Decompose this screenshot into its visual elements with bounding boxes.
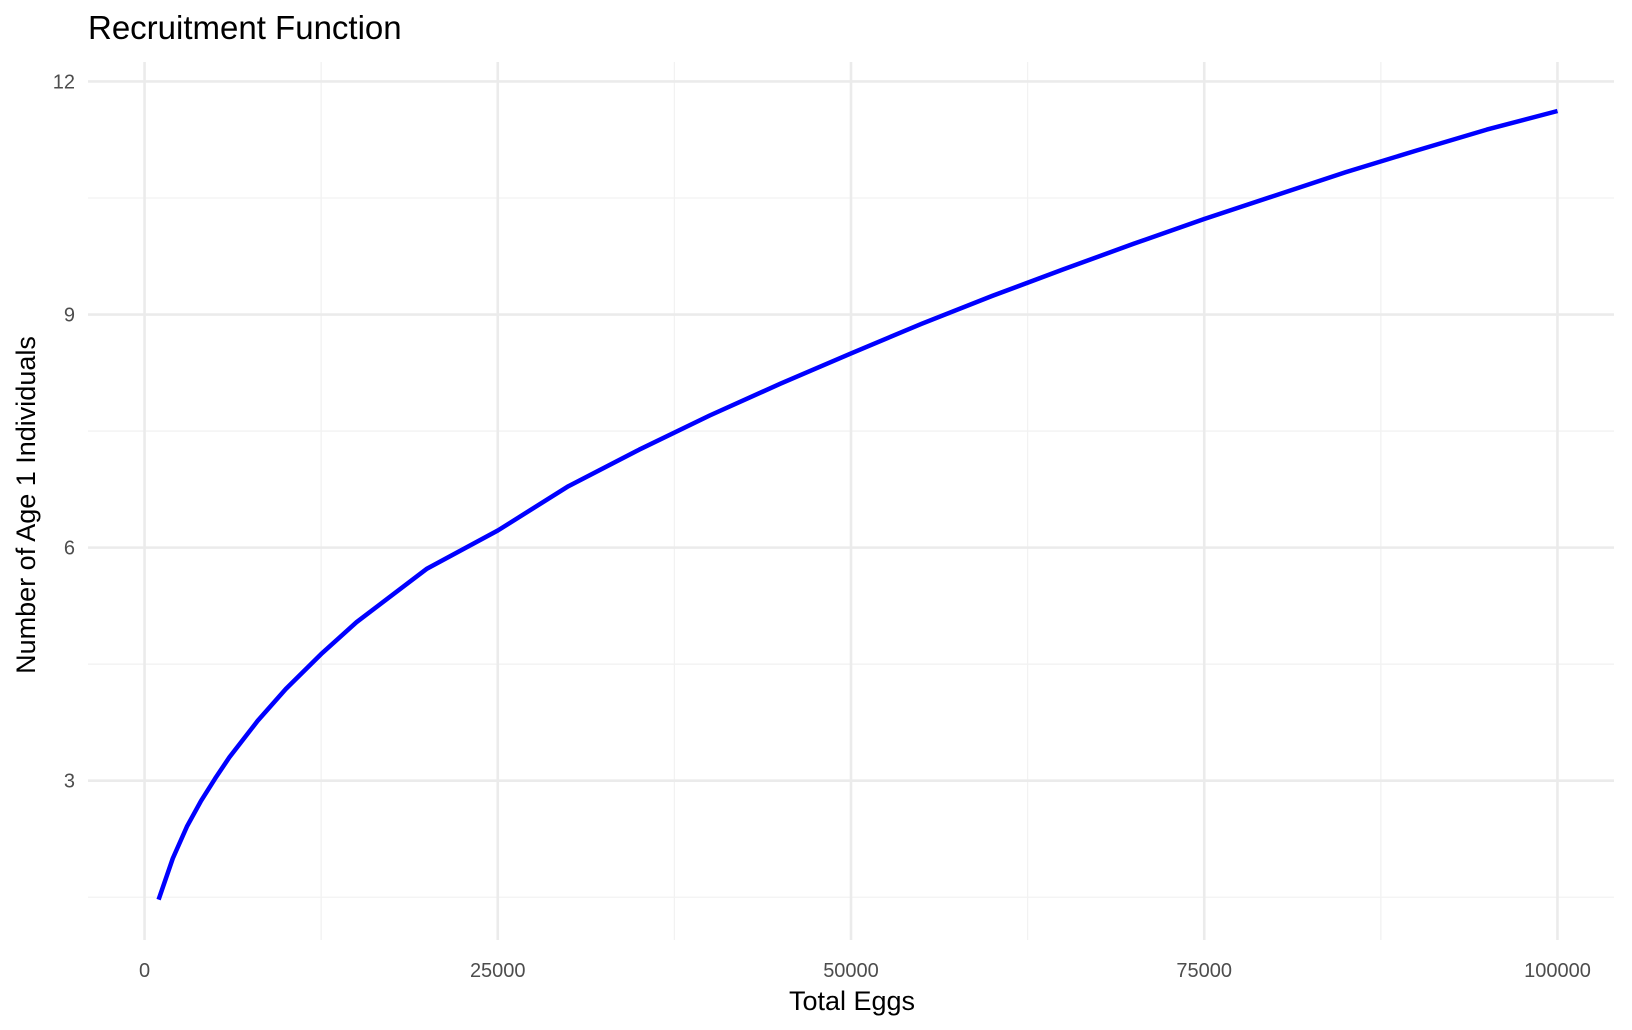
y-tick-label: 3	[64, 771, 75, 793]
x-tick-label: 25000	[470, 960, 526, 982]
y-tick-label: 6	[64, 538, 75, 560]
series-line	[156, 108, 1559, 901]
x-tick-label: 0	[139, 960, 150, 982]
y-axis-title: Number of Age 1 Individuals	[11, 336, 41, 674]
x-tick-label: 75000	[1176, 960, 1232, 982]
x-axis-tick-labels: 0 25000 50000 75000 100000	[139, 960, 1591, 982]
x-tick-label: 50000	[823, 960, 879, 982]
chart-title: Recruitment Function	[88, 9, 402, 46]
x-axis-title: Total Eggs	[789, 986, 915, 1016]
major-gridlines	[88, 62, 1614, 940]
y-tick-label: 9	[64, 305, 75, 327]
y-tick-label: 12	[53, 71, 75, 93]
x-tick-label: 100000	[1524, 960, 1591, 982]
y-axis-tick-labels: 3 6 9 12	[53, 71, 75, 792]
series-layer	[156, 108, 1559, 901]
